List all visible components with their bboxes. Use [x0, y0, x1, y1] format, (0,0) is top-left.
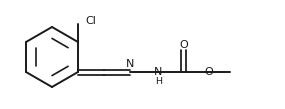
Text: N: N	[126, 59, 134, 69]
Text: O: O	[180, 40, 188, 50]
Text: Cl: Cl	[85, 16, 96, 26]
Text: O: O	[205, 67, 213, 77]
Text: N: N	[154, 67, 162, 77]
Text: H: H	[156, 77, 162, 85]
